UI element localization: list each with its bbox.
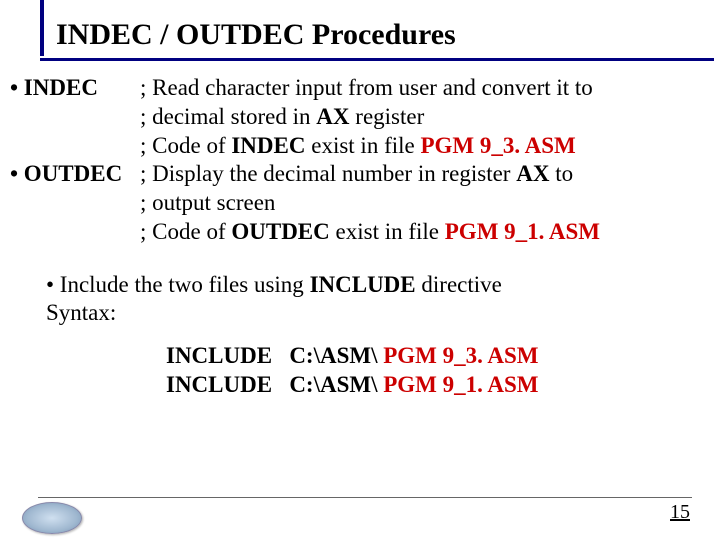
- title-vline: [40, 0, 44, 56]
- directive-line: INCLUDE C:\ASM\ PGM 9_1. ASM: [166, 371, 704, 400]
- text: ; Code of: [140, 219, 231, 244]
- desc-line: ; output screen: [140, 189, 714, 218]
- title-container: INDEC / OUTDEC Procedures: [40, 18, 700, 52]
- bold-text: INDEC: [231, 133, 305, 158]
- body: • INDEC ; Read character input from user…: [10, 74, 714, 400]
- text: ; Read character input from user and con…: [140, 75, 593, 100]
- note-line: • Include the two files using INCLUDE di…: [46, 271, 704, 300]
- page-number: 15: [670, 501, 690, 524]
- item-desc: ; Read character input from user and con…: [140, 74, 714, 160]
- text: ; Display the decimal number in register: [140, 161, 516, 186]
- text: exist in file: [305, 133, 420, 158]
- filename: PGM 9_1. ASM: [445, 219, 600, 244]
- logo-icon: [22, 502, 82, 534]
- slide: INDEC / OUTDEC Procedures • INDEC ; Read…: [0, 0, 720, 540]
- desc-line: ; Read character input from user and con…: [140, 74, 714, 103]
- desc-line: ; decimal stored in AX register: [140, 103, 714, 132]
- filename: PGM 9_3. ASM: [420, 133, 575, 158]
- item-label: • OUTDEC: [10, 160, 140, 246]
- item-desc: ; Display the decimal number in register…: [140, 160, 714, 246]
- note-line: Syntax:: [46, 299, 704, 328]
- directive-line: INCLUDE C:\ASM\ PGM 9_3. ASM: [166, 342, 704, 371]
- bold-text: AX: [516, 161, 549, 186]
- text: directive: [416, 272, 502, 297]
- footer-divider: [38, 497, 692, 498]
- text: • Include the two files using: [46, 272, 310, 297]
- text: to: [549, 161, 573, 186]
- text: ; output screen: [140, 190, 275, 215]
- filename: PGM 9_1. ASM: [383, 372, 538, 397]
- directive-kw: INCLUDE C:\ASM\: [166, 372, 383, 397]
- bold-text: AX: [316, 104, 349, 129]
- include-directives: INCLUDE C:\ASM\ PGM 9_3. ASM INCLUDE C:\…: [166, 342, 704, 400]
- desc-line: ; Code of INDEC exist in file PGM 9_3. A…: [140, 132, 714, 161]
- filename: PGM 9_3. ASM: [383, 343, 538, 368]
- bold-text: INCLUDE: [310, 272, 416, 297]
- item-indec: • INDEC ; Read character input from user…: [10, 74, 714, 160]
- text: ; Code of: [140, 133, 231, 158]
- directive-kw: INCLUDE C:\ASM\: [166, 343, 383, 368]
- include-note: • Include the two files using INCLUDE di…: [46, 271, 704, 400]
- text: register: [350, 104, 425, 129]
- desc-line: ; Code of OUTDEC exist in file PGM 9_1. …: [140, 218, 714, 247]
- bold-text: OUTDEC: [231, 219, 329, 244]
- desc-line: ; Display the decimal number in register…: [140, 160, 714, 189]
- text: exist in file: [330, 219, 445, 244]
- item-label: • INDEC: [10, 74, 140, 160]
- text: ; decimal stored in: [140, 104, 316, 129]
- slide-title: INDEC / OUTDEC Procedures: [56, 18, 700, 52]
- item-outdec: • OUTDEC ; Display the decimal number in…: [10, 160, 714, 246]
- title-underline: [40, 58, 714, 61]
